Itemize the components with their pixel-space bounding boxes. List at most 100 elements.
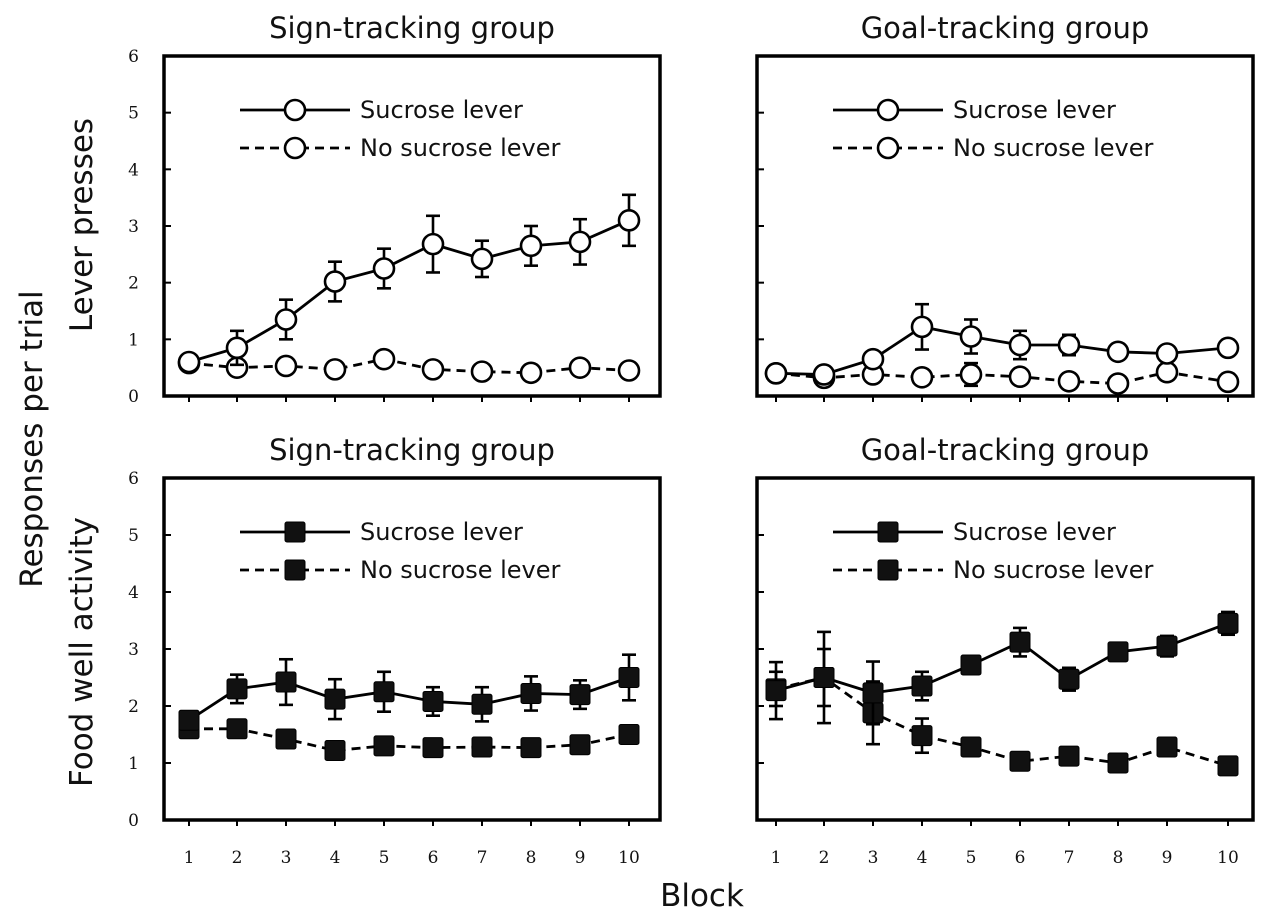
y-tick-label: 3 — [128, 217, 139, 237]
data-point — [617, 209, 641, 232]
data-point — [226, 718, 248, 740]
legend: Sucrose lever No sucrose lever — [240, 518, 561, 584]
data-point — [372, 257, 396, 280]
data-point — [617, 359, 641, 382]
data-point — [324, 739, 346, 761]
series-line — [188, 676, 630, 722]
data-point — [1107, 641, 1129, 663]
data-point — [226, 678, 248, 700]
data-point — [373, 735, 395, 757]
y-tick-label: 0 — [128, 387, 139, 407]
data-point — [618, 724, 640, 745]
y-tick-label: 1 — [128, 330, 139, 350]
series-line — [189, 727, 630, 752]
y-tick-label: 4 — [128, 160, 139, 180]
data-point — [1156, 635, 1178, 657]
data-point — [519, 361, 543, 385]
x-tick-label: 4 — [330, 848, 341, 868]
y-tick-label: 1 — [128, 754, 139, 774]
data-point — [1216, 336, 1240, 360]
panel-title: Goal-tracking group — [861, 11, 1150, 45]
series-sucrose-lever — [178, 653, 640, 731]
data-point — [422, 690, 444, 712]
legend-label: No sucrose lever — [953, 556, 1154, 584]
legend-marker — [284, 521, 306, 543]
legend-label: Sucrose lever — [953, 518, 1116, 546]
panel-1: Sign-tracking group 0 1 2 3 4 5 6 Sucrose lever N… — [128, 11, 662, 407]
panels: Sign-tracking group 0 1 2 3 4 5 6 Sucrose lever N… — [128, 11, 1255, 868]
x-tick-label: 6 — [1015, 848, 1026, 868]
data-point — [471, 736, 493, 758]
data-point — [323, 358, 347, 381]
data-point — [960, 654, 982, 676]
panel-title: Goal-tracking group — [861, 433, 1150, 467]
data-point — [372, 347, 396, 371]
data-point — [1057, 369, 1081, 393]
data-point — [421, 232, 445, 256]
legend-marker — [877, 521, 899, 543]
data-point — [178, 709, 200, 731]
data-point — [470, 247, 494, 271]
x-tick-label: 3 — [868, 848, 879, 868]
legend-label: No sucrose lever — [953, 134, 1154, 162]
data-point — [275, 728, 297, 750]
y-tick-label: 3 — [128, 640, 139, 660]
data-point — [910, 315, 934, 339]
legend-marker — [877, 559, 899, 581]
data-point — [421, 358, 445, 381]
series-line — [775, 370, 1229, 385]
series-line — [188, 357, 630, 375]
legend-marker — [283, 98, 307, 122]
legend-marker — [876, 136, 900, 160]
data-point — [569, 684, 591, 706]
data-point — [1008, 365, 1032, 389]
legend-marker — [876, 98, 900, 122]
x-tick-label: 10 — [1217, 848, 1239, 868]
data-point — [1155, 342, 1179, 365]
legend-label: Sucrose lever — [360, 518, 523, 546]
panel-4: Goal-tracking group 1 2 3 4 5 6 7 8 9 10 Sucrose le… — [755, 433, 1255, 868]
legend: Sucrose lever No sucrose lever — [833, 96, 1154, 162]
series-line — [775, 325, 1229, 376]
panel-title: Sign-tracking group — [269, 433, 555, 467]
data-point — [1156, 736, 1178, 758]
data-point — [1217, 612, 1239, 634]
data-point — [520, 737, 542, 759]
series-no-sucrose-lever — [177, 347, 641, 385]
data-point — [569, 734, 591, 756]
x-tick-label: 1 — [184, 848, 195, 868]
panel-title: Sign-tracking group — [269, 11, 555, 45]
data-point — [765, 680, 787, 702]
data-point — [177, 350, 201, 374]
series-sucrose-lever — [764, 302, 1240, 386]
x-tick-label: 2 — [232, 848, 243, 868]
y-tick-label: 6 — [128, 469, 139, 489]
data-point — [1106, 372, 1130, 395]
legend-label: Sucrose lever — [360, 96, 523, 124]
data-point — [323, 270, 347, 293]
data-point — [568, 230, 592, 254]
y-tick-label: 5 — [128, 104, 139, 124]
series-line — [775, 622, 1229, 695]
data-point — [1009, 631, 1031, 653]
data-point — [911, 725, 933, 747]
data-point — [764, 362, 788, 385]
data-point — [471, 693, 493, 715]
x-tick-label: 10 — [618, 848, 640, 868]
x-tick-label: 7 — [477, 848, 488, 868]
legend-label: No sucrose lever — [360, 556, 561, 584]
row-label-lever-presses: Lever presses — [64, 118, 100, 332]
series-sucrose-lever — [177, 193, 641, 374]
data-point — [861, 347, 885, 371]
legend-marker — [284, 559, 306, 581]
legend-label: Sucrose lever — [953, 96, 1116, 124]
data-point — [959, 325, 983, 348]
data-point — [1009, 750, 1031, 772]
x-tick-label: 5 — [379, 848, 390, 868]
x-tick-label: 6 — [428, 848, 439, 868]
data-point — [813, 667, 835, 688]
data-point — [470, 360, 494, 383]
data-point — [1106, 340, 1130, 364]
x-tick-label: 8 — [1113, 848, 1124, 868]
